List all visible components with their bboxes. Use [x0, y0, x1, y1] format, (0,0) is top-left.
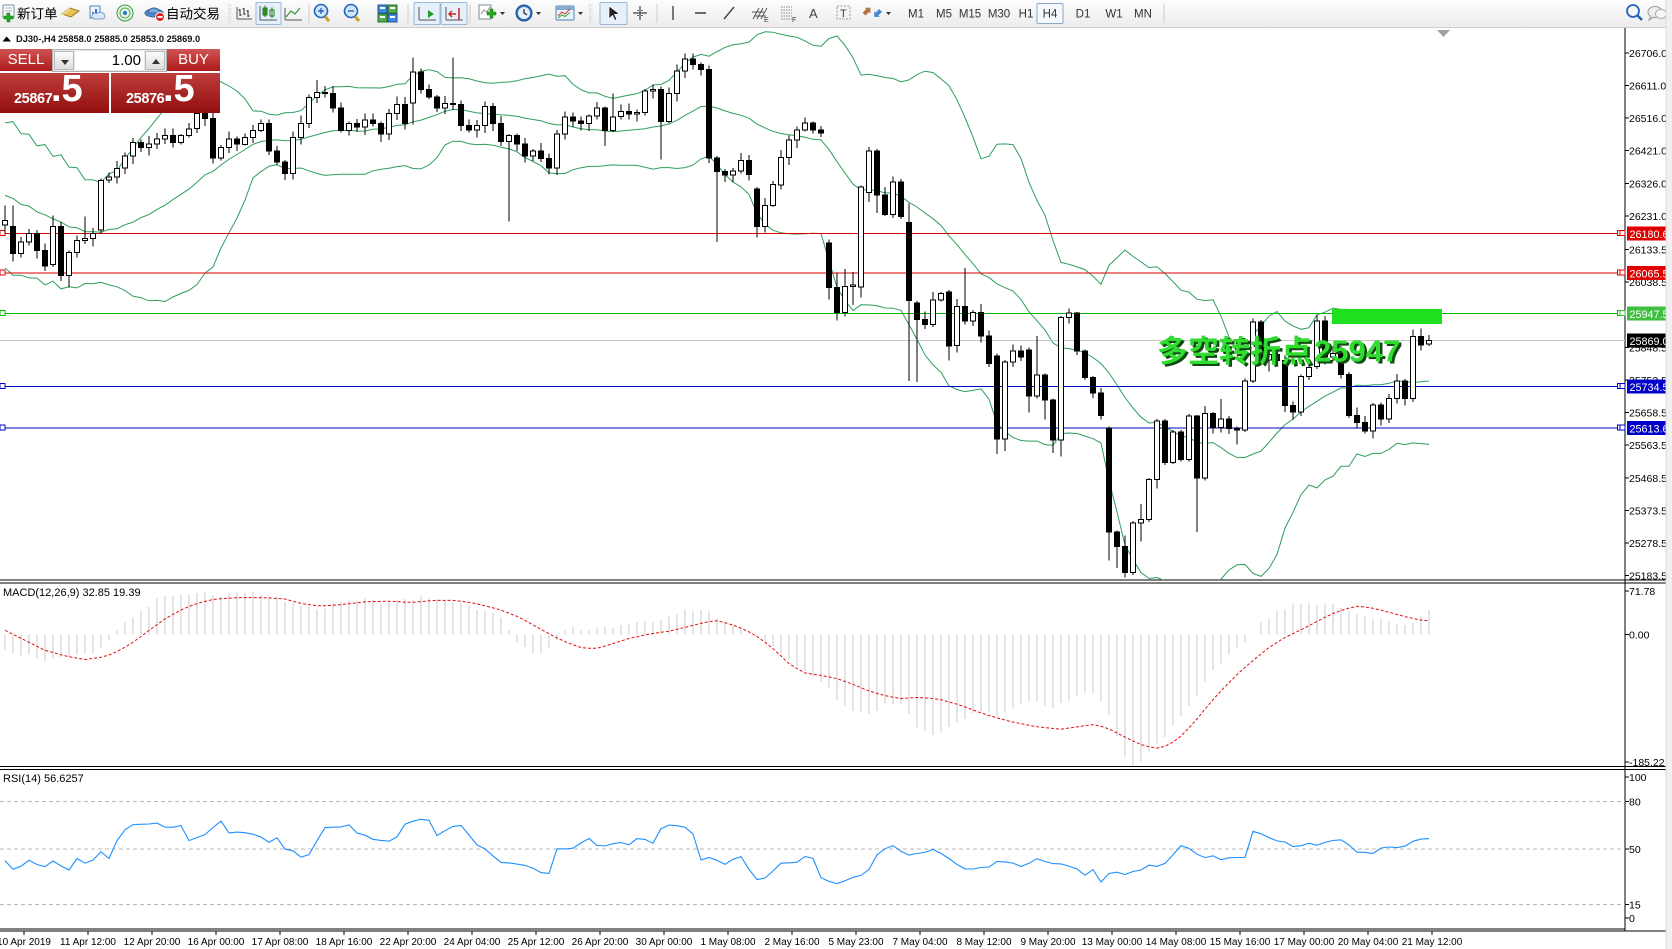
svg-text:16 Apr 00:00: 16 Apr 00:00: [188, 937, 245, 948]
svg-text:25468.5: 25468.5: [1629, 473, 1667, 485]
svg-text:0: 0: [1629, 913, 1635, 925]
svg-text:26065.5: 26065.5: [1630, 268, 1669, 280]
svg-text:18 Apr 16:00: 18 Apr 16:00: [316, 937, 373, 948]
svg-text:M1: M1: [908, 9, 924, 21]
svg-text:26 Apr 20:00: 26 Apr 20:00: [572, 937, 629, 948]
svg-text:RSI(14) 56.6257: RSI(14) 56.6257: [3, 773, 84, 785]
svg-text:26516.0: 26516.0: [1629, 113, 1667, 125]
svg-text:12 Apr 20:00: 12 Apr 20:00: [124, 937, 181, 948]
svg-text:25869.0: 25869.0: [1630, 336, 1669, 348]
svg-text:7 May 04:00: 7 May 04:00: [892, 937, 947, 948]
svg-text:26180.6: 26180.6: [1630, 229, 1669, 241]
svg-text:M5: M5: [936, 9, 952, 21]
svg-text:-185.22: -185.22: [1629, 757, 1665, 769]
svg-text:1 May 08:00: 1 May 08:00: [700, 937, 755, 948]
svg-text:25658.5: 25658.5: [1629, 408, 1667, 420]
svg-text:F: F: [792, 17, 796, 24]
svg-text:M30: M30: [988, 9, 1010, 21]
svg-text:9 May 20:00: 9 May 20:00: [1020, 937, 1075, 948]
svg-text:25947.5: 25947.5: [1630, 309, 1669, 321]
svg-text:71.78: 71.78: [1629, 586, 1655, 598]
svg-text:E: E: [764, 17, 769, 24]
svg-text:MN: MN: [1134, 9, 1152, 21]
svg-text:DJ30-,H4: DJ30-,H4: [16, 34, 57, 44]
svg-text:D1: D1: [1076, 9, 1091, 21]
svg-text:25947: 25947: [1314, 334, 1400, 369]
svg-text:14 May 08:00: 14 May 08:00: [1146, 937, 1207, 948]
svg-text:26231.0: 26231.0: [1629, 211, 1667, 223]
svg-text:11 Apr 12:00: 11 Apr 12:00: [60, 937, 116, 948]
svg-text:MACD(12,26,9) 32.85 19.39: MACD(12,26,9) 32.85 19.39: [3, 587, 141, 599]
svg-text:25 Apr 12:00: 25 Apr 12:00: [508, 937, 565, 948]
svg-text:15: 15: [1629, 899, 1641, 911]
svg-text:0.00: 0.00: [1629, 630, 1650, 642]
svg-text:25613.6: 25613.6: [1630, 424, 1669, 436]
svg-text:26611.0: 26611.0: [1629, 81, 1666, 93]
svg-text:A: A: [809, 6, 818, 21]
svg-text:50: 50: [1629, 844, 1641, 856]
svg-text:2 May 16:00: 2 May 16:00: [764, 937, 819, 948]
svg-text:T: T: [840, 8, 847, 20]
svg-text:25947: 25947: [1317, 336, 1403, 371]
svg-text:M15: M15: [959, 9, 981, 21]
svg-text:H4: H4: [1043, 9, 1058, 21]
svg-text:80: 80: [1629, 796, 1641, 808]
svg-text:H1: H1: [1019, 9, 1034, 21]
svg-text:10 Apr 2019: 10 Apr 2019: [0, 937, 51, 948]
svg-text:25183.5: 25183.5: [1629, 571, 1667, 583]
svg-text:25278.5: 25278.5: [1629, 538, 1667, 550]
svg-text:17 May 00:00: 17 May 00:00: [1274, 937, 1335, 948]
svg-text:25563.5: 25563.5: [1629, 440, 1667, 452]
svg-text:15 May 16:00: 15 May 16:00: [1210, 937, 1271, 948]
svg-text:26038.5: 26038.5: [1629, 277, 1667, 289]
svg-text:20 May 04:00: 20 May 04:00: [1338, 937, 1399, 948]
svg-text:21 May 12:00: 21 May 12:00: [1402, 937, 1463, 948]
svg-text:26133.5: 26133.5: [1629, 245, 1667, 257]
svg-text:25734.5: 25734.5: [1630, 382, 1669, 394]
svg-text:24 Apr 04:00: 24 Apr 04:00: [444, 937, 501, 948]
svg-text:17 Apr 08:00: 17 Apr 08:00: [252, 937, 309, 948]
svg-text:30 Apr 00:00: 30 Apr 00:00: [636, 937, 693, 948]
svg-text:26326.0: 26326.0: [1629, 178, 1667, 190]
svg-text:22 Apr 20:00: 22 Apr 20:00: [380, 937, 437, 948]
svg-text:26421.0: 26421.0: [1629, 146, 1667, 158]
svg-text:13 May 00:00: 13 May 00:00: [1082, 937, 1143, 948]
svg-text:5 May 23:00: 5 May 23:00: [828, 937, 883, 948]
svg-text:25858.0 25885.0 25853.0 25869.: 25858.0 25885.0 25853.0 25869.0: [58, 34, 200, 44]
svg-text:8 May 12:00: 8 May 12:00: [956, 937, 1011, 948]
svg-text:W1: W1: [1105, 9, 1122, 21]
svg-text:26706.0: 26706.0: [1629, 48, 1667, 60]
svg-text:25373.5: 25373.5: [1629, 505, 1667, 517]
svg-text:100: 100: [1629, 772, 1647, 784]
